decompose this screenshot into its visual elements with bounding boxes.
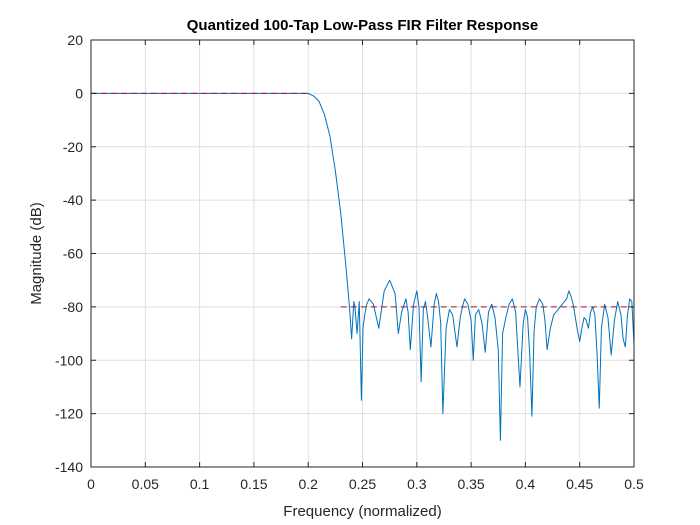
plot-area: 0 0.05 0.1 0.15 0.2 0.25 0.3 0.35 0.4 0.45 0.5 -140… bbox=[55, 32, 644, 492]
x-tick-label: 0.1 bbox=[190, 476, 210, 492]
x-tick-label: 0 bbox=[87, 476, 95, 492]
x-tick-label: 0.5 bbox=[624, 476, 644, 492]
series-layer bbox=[91, 92, 635, 441]
y-tick-label: -60 bbox=[63, 246, 83, 262]
chart-title: Quantized 100-Tap Low-Pass FIR Filter Re… bbox=[187, 17, 538, 34]
x-tick-label: 0.3 bbox=[407, 476, 427, 492]
response-line bbox=[91, 92, 635, 441]
x-axis-label: Frequency (normalized) bbox=[283, 503, 441, 520]
y-tick-label: -120 bbox=[55, 406, 83, 422]
y-tick-label: -80 bbox=[63, 299, 83, 315]
x-tick-label: 0.45 bbox=[566, 476, 593, 492]
x-tick-label: 0.05 bbox=[132, 476, 159, 492]
x-tick-label: 0.25 bbox=[349, 476, 376, 492]
y-tick-label: -20 bbox=[63, 139, 83, 155]
x-tick-label: 0.35 bbox=[457, 476, 484, 492]
y-tick-label: 0 bbox=[75, 85, 83, 101]
y-tick-label: -140 bbox=[55, 459, 83, 475]
y-tick-label: -100 bbox=[55, 352, 83, 368]
x-tick-label: 0.15 bbox=[240, 476, 267, 492]
ticks: 0 0.05 0.1 0.15 0.2 0.25 0.3 0.35 0.4 0.45 0.5 -140… bbox=[55, 32, 644, 492]
y-axis-label: Magnitude (dB) bbox=[28, 202, 45, 305]
y-tick-label: -40 bbox=[63, 192, 83, 208]
y-tick-label: 20 bbox=[67, 32, 83, 48]
x-tick-label: 0.2 bbox=[298, 476, 318, 492]
x-tick-label: 0.4 bbox=[516, 476, 536, 492]
